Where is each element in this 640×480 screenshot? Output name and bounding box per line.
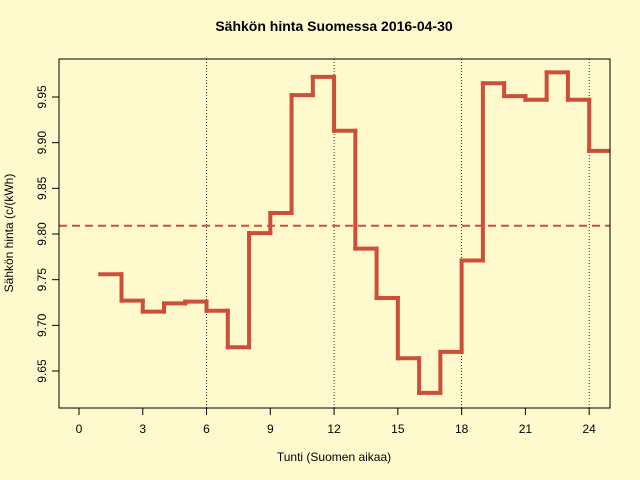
y-tick-label: 9.75 <box>35 268 49 292</box>
chart-title: Sähkön hinta Suomessa 2016-04-30 <box>215 18 453 34</box>
y-tick-label: 9.65 <box>35 359 49 383</box>
x-tick-label: 24 <box>582 422 596 436</box>
plot-frame <box>58 58 611 409</box>
y-tick-label: 9.95 <box>35 85 49 109</box>
x-tick-label: 9 <box>267 422 274 436</box>
x-tick-label: 21 <box>519 422 533 436</box>
x-tick-label: 6 <box>203 422 210 436</box>
x-tick-label: 3 <box>139 422 146 436</box>
x-tick-label: 18 <box>455 422 469 436</box>
y-tick-label: 9.90 <box>35 131 49 155</box>
x-tick-label: 0 <box>76 422 83 436</box>
x-axis-label: Tunti (Suomen aikaa) <box>277 450 391 464</box>
x-tick-label: 12 <box>327 422 341 436</box>
y-axis-label: Sähkön hinta (c/(kWh) <box>2 174 16 293</box>
y-tick-label: 9.80 <box>35 222 49 246</box>
x-tick-label: 15 <box>391 422 405 436</box>
y-tick-label: 9.70 <box>35 313 49 337</box>
y-tick-label: 9.85 <box>35 176 49 200</box>
